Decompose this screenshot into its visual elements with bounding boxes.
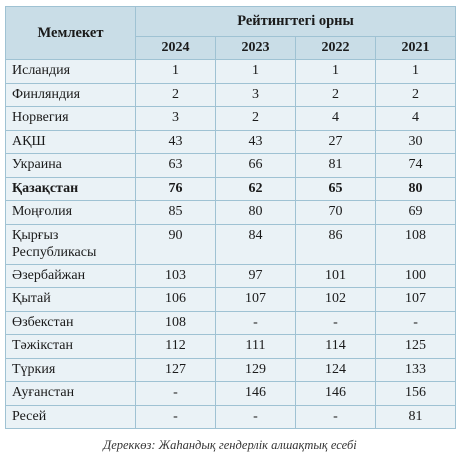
table-row: Қытай 106 107 102 107 [5, 287, 457, 312]
table-row: Ресей - - - 81 [5, 404, 457, 429]
rank-cell: 2 [135, 82, 216, 107]
rank-cell: 84 [215, 223, 296, 265]
rank-cell: 102 [295, 287, 376, 312]
rank-cell: 27 [295, 129, 376, 154]
rank-cell: - [374, 310, 457, 335]
rank-cell: 63 [135, 153, 216, 178]
rank-cell: 108 [374, 223, 457, 265]
rank-cell: 112 [135, 334, 216, 359]
rank-cell: 103 [135, 263, 216, 288]
country-name: Түркия [5, 357, 136, 382]
rank-cell: 85 [135, 200, 216, 225]
rank-cell: - [135, 381, 216, 406]
rank-cell: 111 [215, 334, 296, 359]
rank-cell: 80 [215, 200, 296, 225]
rank-cell: 156 [374, 381, 457, 406]
rank-cell: 69 [374, 200, 457, 225]
country-name: Норвегия [5, 106, 136, 131]
table-row: Норвегия 3 2 4 4 [5, 106, 457, 131]
rank-cell: 2 [374, 82, 457, 107]
rank-cell: 43 [135, 129, 216, 154]
country-name: Исландия [5, 59, 136, 84]
rank-cell: 30 [374, 129, 457, 154]
rank-cell: - [295, 310, 376, 335]
rank-cell: 107 [374, 287, 457, 312]
year-header: 2023 [215, 36, 296, 60]
rank-cell: 114 [295, 334, 376, 359]
country-name: АҚШ [5, 129, 136, 154]
country-name: Қытай [5, 287, 136, 312]
country-name: Әзербайжан [5, 263, 136, 288]
table-row: Ауғанстан - 146 146 156 [5, 381, 457, 406]
country-column-header: Мемлекет [5, 6, 136, 60]
rank-cell: 1 [295, 59, 376, 84]
country-name: Ауғанстан [5, 381, 136, 406]
rank-column-header: Рейтингтегі орны [134, 6, 457, 37]
rank-cell: 146 [215, 381, 296, 406]
rank-cell: 80 [374, 176, 457, 201]
ranking-table: Мемлекет Рейтингтегі орны 2024 2023 2022… [5, 6, 457, 429]
rank-cell: 146 [295, 381, 376, 406]
rank-cell: 1 [374, 59, 457, 84]
rank-cell: 74 [374, 153, 457, 178]
rank-cell: - [135, 404, 216, 429]
country-name: Украина [5, 153, 136, 178]
rank-cell: 81 [295, 153, 376, 178]
rank-cell: 127 [135, 357, 216, 382]
table-row: Тәжікстан 112 111 114 125 [5, 334, 457, 359]
table-row: Финляндия 2 3 2 2 [5, 82, 457, 107]
table-row: Өзбекстан 108 - - - [5, 310, 457, 335]
rank-cell: 1 [215, 59, 296, 84]
rank-cell: 100 [374, 263, 457, 288]
table-row: Әзербайжан 103 97 101 100 [5, 263, 457, 288]
year-header: 2024 [135, 36, 216, 60]
source-caption: Дереккөз: Жаһандық гендерлік алшақтық ес… [103, 438, 357, 452]
table-row: Украина 63 66 81 74 [5, 153, 457, 178]
rank-cell: 101 [295, 263, 376, 288]
rank-cell: 4 [374, 106, 457, 131]
rank-cell: 124 [295, 357, 376, 382]
rank-cell: 97 [215, 263, 296, 288]
country-name: Қырғыз Республикасы [5, 223, 136, 265]
country-name: Өзбекстан [5, 310, 136, 335]
rank-cell: 43 [215, 129, 296, 154]
rank-cell: 1 [135, 59, 216, 84]
rank-cell: 3 [215, 82, 296, 107]
rank-cell: 125 [374, 334, 457, 359]
country-name: Тәжікстан [5, 334, 136, 359]
rank-cell: 4 [295, 106, 376, 131]
table-row: Исландия 1 1 1 1 [5, 59, 457, 84]
rank-cell: 2 [295, 82, 376, 107]
rank-cell: - [215, 404, 296, 429]
rank-cell: 81 [374, 404, 457, 429]
rank-cell: - [295, 404, 376, 429]
table-row: Қырғыз Республикасы 90 84 86 108 [5, 223, 457, 265]
year-header: 2021 [374, 36, 457, 60]
rank-cell: 129 [215, 357, 296, 382]
rank-cell: 65 [295, 176, 376, 201]
country-name: Моңғолия [5, 200, 136, 225]
rank-cell: 86 [295, 223, 376, 265]
rank-cell: 2 [215, 106, 296, 131]
year-header: 2022 [295, 36, 376, 60]
table-row: АҚШ 43 43 27 30 [5, 129, 457, 154]
country-name: Ресей [5, 404, 136, 429]
rank-cell: 108 [135, 310, 216, 335]
rank-cell: 66 [215, 153, 296, 178]
rank-cell: 3 [135, 106, 216, 131]
rank-cell: 62 [215, 176, 296, 201]
table-row: Моңғолия 85 80 70 69 [5, 200, 457, 225]
rank-cell: 106 [135, 287, 216, 312]
rank-cell: 76 [135, 176, 216, 201]
table-row: Түркия 127 129 124 133 [5, 357, 457, 382]
rank-cell: 70 [295, 200, 376, 225]
country-name: Финляндия [5, 82, 136, 107]
table-row-highlighted: Қазақстан 76 62 65 80 [5, 176, 457, 201]
rank-cell: 133 [374, 357, 457, 382]
country-name: Қазақстан [5, 176, 136, 201]
rank-cell: - [215, 310, 296, 335]
rank-cell: 90 [135, 223, 216, 265]
rank-cell: 107 [215, 287, 296, 312]
